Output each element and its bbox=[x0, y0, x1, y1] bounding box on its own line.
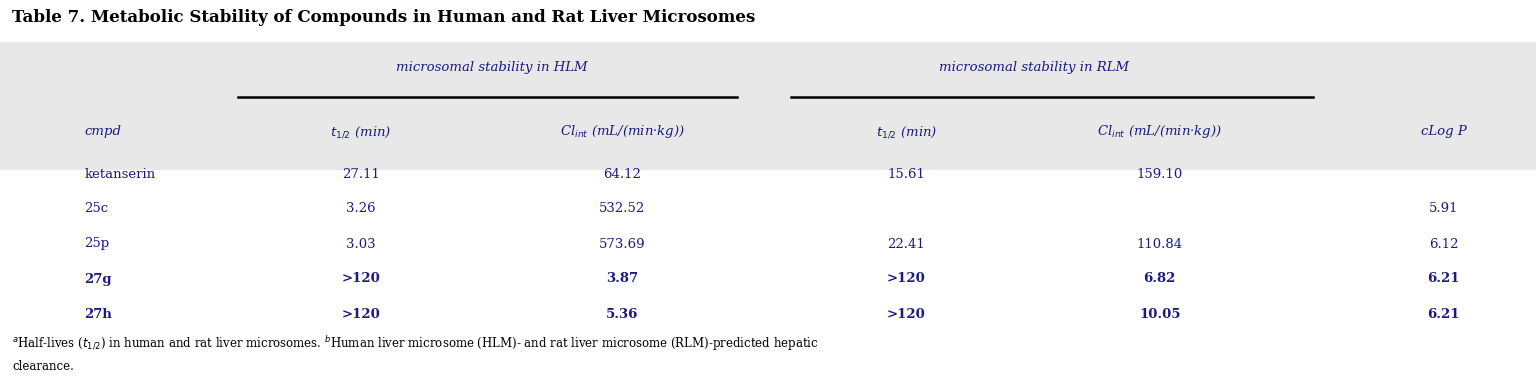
Text: 15.61: 15.61 bbox=[888, 167, 925, 181]
Text: 25p: 25p bbox=[84, 238, 109, 251]
Text: 5.91: 5.91 bbox=[1428, 202, 1459, 215]
Text: $t_{1/2}$ (min): $t_{1/2}$ (min) bbox=[330, 124, 392, 140]
Text: 25c: 25c bbox=[84, 202, 109, 215]
Text: 6.21: 6.21 bbox=[1427, 308, 1461, 320]
Text: $^a$Half-lives ($t_{1/2}$) in human and rat liver microsomes. $^b$Human liver mi: $^a$Half-lives ($t_{1/2}$) in human and … bbox=[12, 335, 819, 353]
Text: cmpd: cmpd bbox=[84, 126, 121, 139]
Text: >120: >120 bbox=[341, 272, 381, 285]
Text: >120: >120 bbox=[341, 308, 381, 320]
Text: >120: >120 bbox=[886, 272, 926, 285]
Text: 5.36: 5.36 bbox=[605, 308, 639, 320]
Text: 6.21: 6.21 bbox=[1427, 272, 1461, 285]
Text: microsomal stability in RLM: microsomal stability in RLM bbox=[938, 60, 1129, 73]
Text: 532.52: 532.52 bbox=[599, 202, 645, 215]
Text: clearance.: clearance. bbox=[12, 361, 74, 374]
Text: cLog P: cLog P bbox=[1421, 126, 1467, 139]
Text: Cl$_{\mathit{int}}$ (mL/(min$\cdot$kg)): Cl$_{\mathit{int}}$ (mL/(min$\cdot$kg)) bbox=[559, 123, 685, 141]
Text: 3.03: 3.03 bbox=[346, 238, 376, 251]
Text: 10.05: 10.05 bbox=[1138, 308, 1181, 320]
Text: 6.82: 6.82 bbox=[1143, 272, 1177, 285]
Text: 27g: 27g bbox=[84, 272, 112, 285]
Text: 3.87: 3.87 bbox=[607, 272, 637, 285]
Text: 27h: 27h bbox=[84, 308, 112, 320]
Text: Table 7. Metabolic Stability of Compounds in Human and Rat Liver Microsomes: Table 7. Metabolic Stability of Compound… bbox=[12, 8, 756, 26]
Text: 64.12: 64.12 bbox=[604, 167, 641, 181]
Text: 27.11: 27.11 bbox=[343, 167, 379, 181]
Text: 3.26: 3.26 bbox=[346, 202, 376, 215]
Text: $t_{1/2}$ (min): $t_{1/2}$ (min) bbox=[876, 124, 937, 140]
Text: 159.10: 159.10 bbox=[1137, 167, 1183, 181]
Text: ketanserin: ketanserin bbox=[84, 167, 155, 181]
Text: 22.41: 22.41 bbox=[888, 238, 925, 251]
Text: 110.84: 110.84 bbox=[1137, 238, 1183, 251]
Text: >120: >120 bbox=[886, 308, 926, 320]
Text: 6.12: 6.12 bbox=[1428, 238, 1459, 251]
Text: Cl$_{\mathit{int}}$ (mL/(min$\cdot$kg)): Cl$_{\mathit{int}}$ (mL/(min$\cdot$kg)) bbox=[1097, 123, 1223, 141]
Text: microsomal stability in HLM: microsomal stability in HLM bbox=[396, 60, 587, 73]
Text: 573.69: 573.69 bbox=[599, 238, 645, 251]
Bar bbox=[0, 42, 1536, 170]
